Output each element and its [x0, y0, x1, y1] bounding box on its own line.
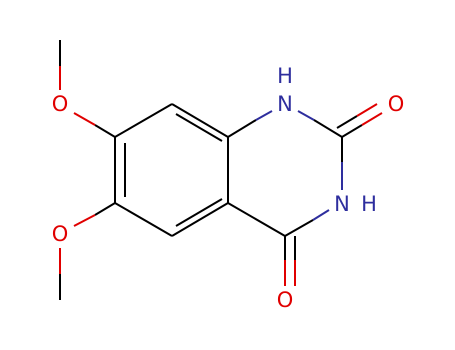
atom-label: O: [388, 92, 405, 116]
atom-label: N: [277, 92, 293, 116]
atom-label: O: [52, 222, 69, 246]
bonds: [59, 40, 383, 300]
atom-label: H: [277, 64, 293, 88]
atom-label: H: [361, 192, 377, 216]
atom-label: O: [277, 288, 294, 312]
atom-labels: O O H N O N H O: [52, 64, 405, 312]
atom-label: N: [334, 192, 350, 216]
atom-label: O: [52, 92, 69, 116]
